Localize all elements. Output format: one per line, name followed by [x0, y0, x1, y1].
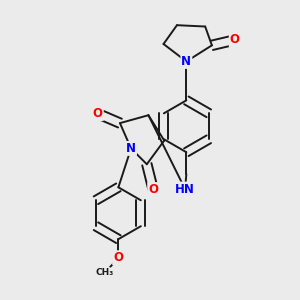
Text: CH₃: CH₃	[96, 268, 114, 277]
Text: O: O	[113, 251, 123, 265]
Text: HN: HN	[175, 182, 195, 196]
Text: O: O	[113, 251, 123, 265]
Text: O: O	[93, 107, 103, 120]
Text: O: O	[230, 34, 240, 46]
Text: O: O	[148, 183, 158, 196]
Text: O: O	[101, 268, 109, 278]
Text: N: N	[126, 142, 136, 155]
Text: N: N	[182, 55, 191, 68]
